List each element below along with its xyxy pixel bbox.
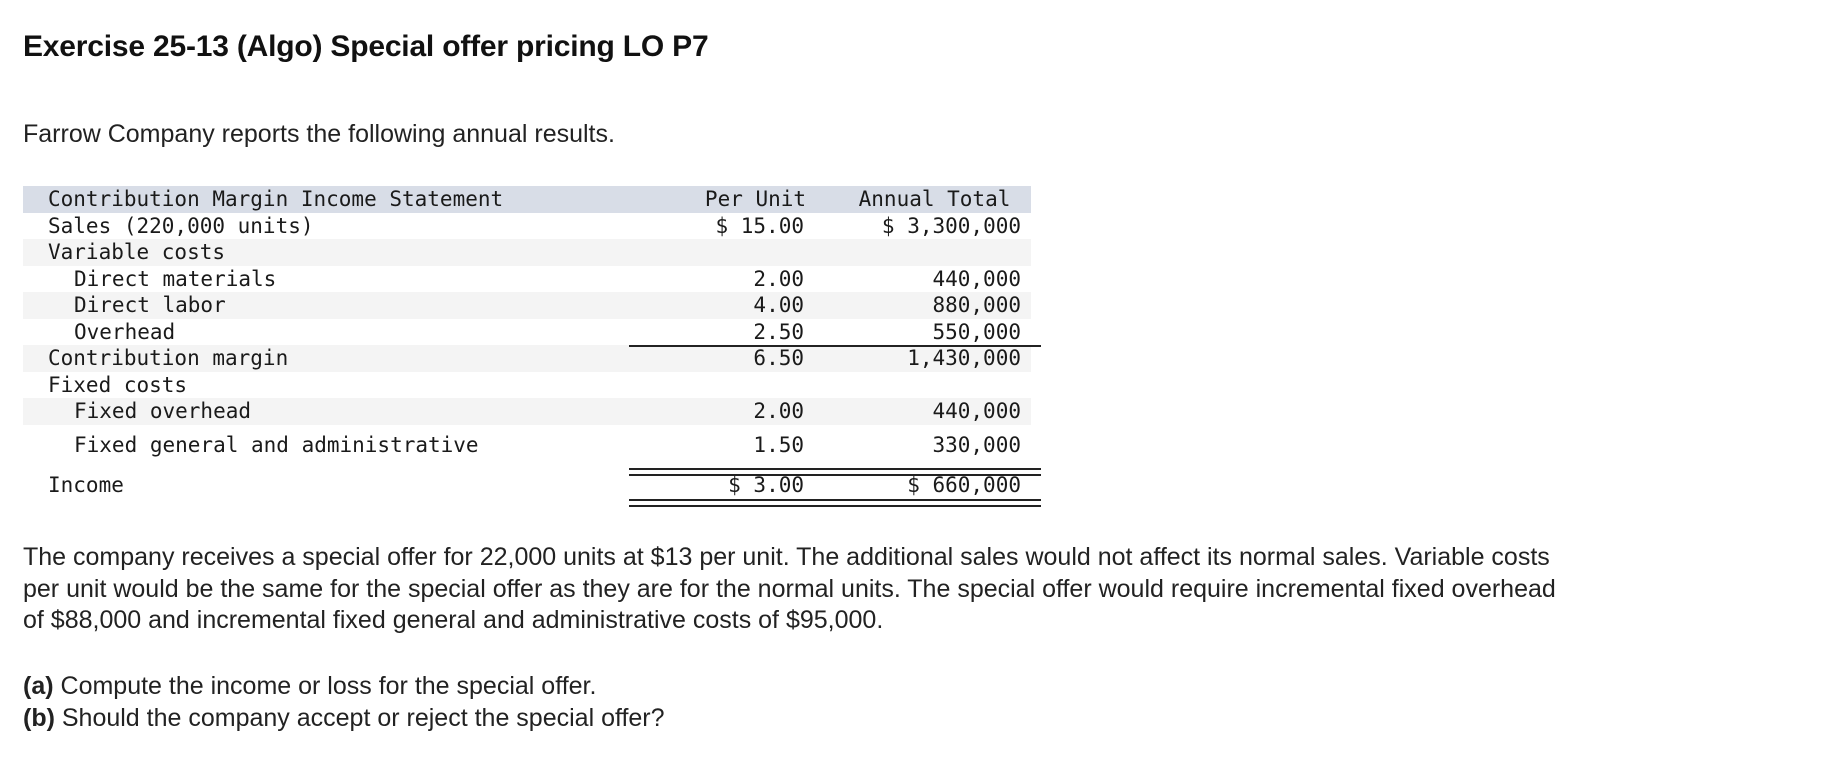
table-row-variable-costs: Variable costs [23,239,1031,266]
problem-description: The company receives a special offer for… [23,543,1556,634]
annual-total-value: 440,000 [932,399,1021,423]
row-label: Sales (220,000 units) [48,213,314,238]
table-header-row: Contribution Margin Income Statement Per… [23,186,1031,213]
question-tag: (a) [23,672,54,700]
per-unit-value: 2.00 [753,399,804,423]
question-b: (b) Should the company accept or reject … [23,702,665,734]
table-row-fixed-overhead: Fixed overhead 2.00 440,000 [23,398,1031,425]
annual-total-value: 330,000 [932,432,1021,457]
annual-total-value: $ 3,300,000 [881,213,1021,238]
row-label: Overhead [74,319,176,344]
table-row-overhead: Overhead 2.50 550,000 [23,319,1031,346]
row-label: Direct materials [74,266,277,291]
annual-total-value: 880,000 [932,293,1021,317]
per-unit-value: $ 15.00 [715,213,804,238]
question-text: Should the company accept or reject the … [54,704,665,732]
row-label: Income [48,473,124,497]
income-statement-table: Contribution Margin Income Statement Per… [23,186,1041,506]
table-row-income: Income $ 3.00 $ 660,000 [23,468,1041,506]
per-unit-value: 2.50 [753,319,804,344]
question-tag: (b) [23,704,55,732]
exercise-title: Exercise 25-13 (Algo) Special offer pric… [23,30,709,63]
header-label: Contribution Margin Income Statement [48,187,504,211]
annual-total-value: 550,000 [932,319,1021,344]
question-text: Compute the income or loss for the speci… [53,672,597,700]
row-label: Contribution margin [48,346,289,370]
annual-total-value: 440,000 [932,266,1021,291]
annual-total-value: 1,430,000 [785,345,1041,372]
table-row-contribution-margin: Contribution margin 6.50 1,430,000 [23,345,1041,372]
row-label: Fixed costs [48,372,188,397]
row-label: Fixed general and administrative [74,432,479,457]
intro-text: Farrow Company reports the following ann… [23,120,615,148]
annual-total-value: $ 660,000 [785,468,1041,506]
header-annual-total: Annual Total [858,187,1011,211]
table-row-direct-labor: Direct labor 4.00 880,000 [23,292,1031,319]
per-unit-value: $ 3.00 [629,468,814,506]
table-row-fixed-general-admin: Fixed general and administrative 1.50 33… [23,432,1031,459]
header-per-unit: Per Unit [704,187,807,211]
row-label: Fixed overhead [74,399,252,423]
question-a: (a) Compute the income or loss for the s… [23,670,665,702]
per-unit-value: 6.50 [629,345,814,372]
table-row-sales: Sales (220,000 units) $ 15.00 $ 3,300,00… [23,213,1031,240]
row-label: Direct labor [74,293,226,317]
table-row-fixed-costs: Fixed costs [23,372,1031,399]
per-unit-value: 1.50 [753,432,804,457]
per-unit-value: 4.00 [753,293,804,317]
table-row-direct-materials: Direct materials 2.00 440,000 [23,266,1031,293]
per-unit-value: 2.00 [753,266,804,291]
row-label: Variable costs [48,240,226,264]
question-list: (a) Compute the income or loss for the s… [23,670,665,734]
